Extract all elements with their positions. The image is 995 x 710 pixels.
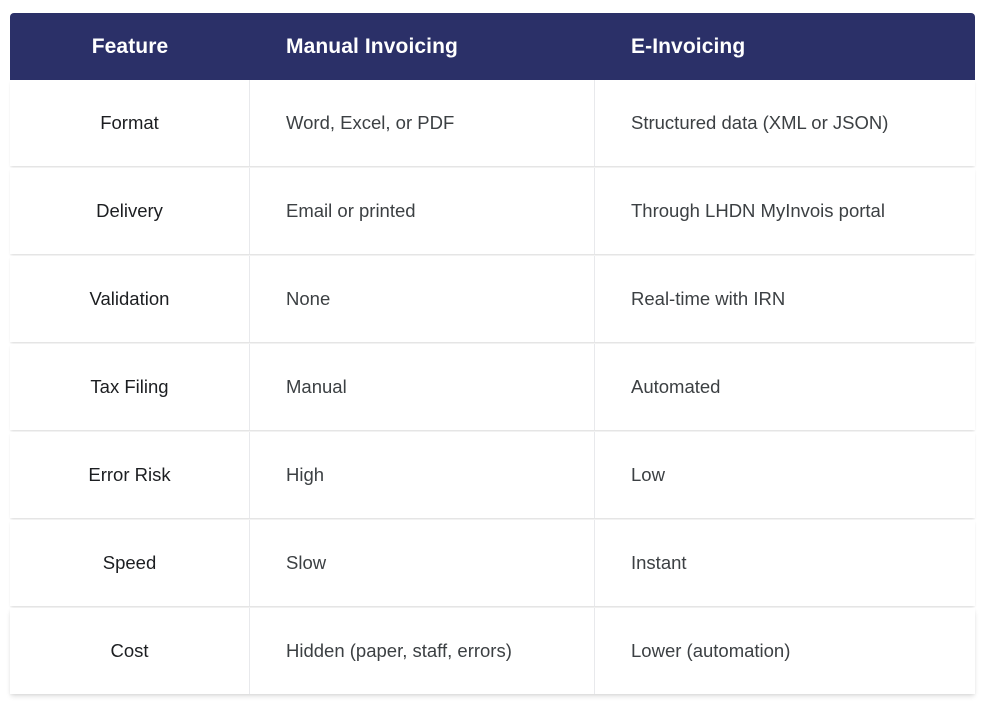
cell-feature: Validation: [10, 256, 250, 342]
cell-e-invoicing: Instant: [595, 520, 975, 606]
cell-feature-text: Delivery: [96, 199, 163, 221]
table-row: Speed Slow Instant: [10, 520, 975, 606]
cell-feature-text: Validation: [89, 287, 170, 309]
table-header-row: Feature Manual Invoicing E-Invoicing: [10, 13, 975, 80]
cell-manual-invoicing: Hidden (paper, staff, errors): [250, 608, 595, 694]
cell-feature-text: Error Risk: [88, 463, 171, 485]
table-body: Format Word, Excel, or PDF Structured da…: [10, 80, 975, 694]
cell-e-invoicing: Real-time with IRN: [595, 256, 975, 342]
table-row: Format Word, Excel, or PDF Structured da…: [10, 80, 975, 166]
cell-manual-invoicing-text: Hidden (paper, staff, errors): [286, 639, 512, 661]
cell-feature: Cost: [10, 608, 250, 694]
cell-manual-invoicing-text: High: [286, 463, 325, 485]
cell-feature: Error Risk: [10, 432, 250, 518]
cell-e-invoicing: Automated: [595, 344, 975, 430]
table-row: Validation None Real-time with IRN: [10, 256, 975, 342]
cell-feature-text: Format: [100, 111, 159, 133]
cell-manual-invoicing: High: [250, 432, 595, 518]
table-row: Delivery Email or printed Through LHDN M…: [10, 168, 975, 254]
cell-e-invoicing-text: Real-time with IRN: [631, 287, 786, 309]
cell-e-invoicing-text: Through LHDN MyInvois portal: [631, 199, 885, 221]
cell-feature: Tax Filing: [10, 344, 250, 430]
column-header-feature-label: Feature: [91, 34, 169, 58]
cell-e-invoicing-text: Lower (automation): [631, 639, 791, 661]
cell-manual-invoicing-text: Slow: [286, 551, 327, 573]
comparison-table: Feature Manual Invoicing E-Invoicing For…: [10, 13, 975, 694]
column-header-manual-invoicing: Manual Invoicing: [250, 13, 595, 80]
cell-manual-invoicing: Manual: [250, 344, 595, 430]
table-row: Cost Hidden (paper, staff, errors) Lower…: [10, 608, 975, 694]
cell-e-invoicing-text: Automated: [631, 375, 721, 397]
cell-e-invoicing: Structured data (XML or JSON): [595, 80, 975, 166]
cell-manual-invoicing: Email or printed: [250, 168, 595, 254]
cell-feature: Speed: [10, 520, 250, 606]
cell-e-invoicing: Low: [595, 432, 975, 518]
column-header-e-invoicing-label: E-Invoicing: [631, 34, 746, 58]
cell-manual-invoicing: Slow: [250, 520, 595, 606]
cell-manual-invoicing-text: Email or printed: [286, 199, 416, 221]
column-header-manual-invoicing-label: Manual Invoicing: [286, 34, 458, 58]
cell-feature: Delivery: [10, 168, 250, 254]
cell-feature-text: Speed: [102, 551, 157, 573]
cell-feature: Format: [10, 80, 250, 166]
cell-manual-invoicing-text: Manual: [286, 375, 347, 397]
cell-feature-text: Cost: [110, 639, 149, 661]
cell-feature-text: Tax Filing: [90, 375, 169, 397]
column-header-e-invoicing: E-Invoicing: [595, 13, 975, 80]
cell-e-invoicing-text: Structured data (XML or JSON): [631, 111, 889, 133]
cell-manual-invoicing: Word, Excel, or PDF: [250, 80, 595, 166]
cell-e-invoicing-text: Instant: [631, 551, 687, 573]
table-row: Error Risk High Low: [10, 432, 975, 518]
cell-e-invoicing-text: Low: [631, 463, 665, 485]
table-row: Tax Filing Manual Automated: [10, 344, 975, 430]
cell-manual-invoicing-text: None: [286, 287, 331, 309]
cell-manual-invoicing-text: Word, Excel, or PDF: [286, 111, 455, 133]
cell-e-invoicing: Through LHDN MyInvois portal: [595, 168, 975, 254]
cell-e-invoicing: Lower (automation): [595, 608, 975, 694]
cell-manual-invoicing: None: [250, 256, 595, 342]
column-header-feature: Feature: [10, 13, 250, 80]
